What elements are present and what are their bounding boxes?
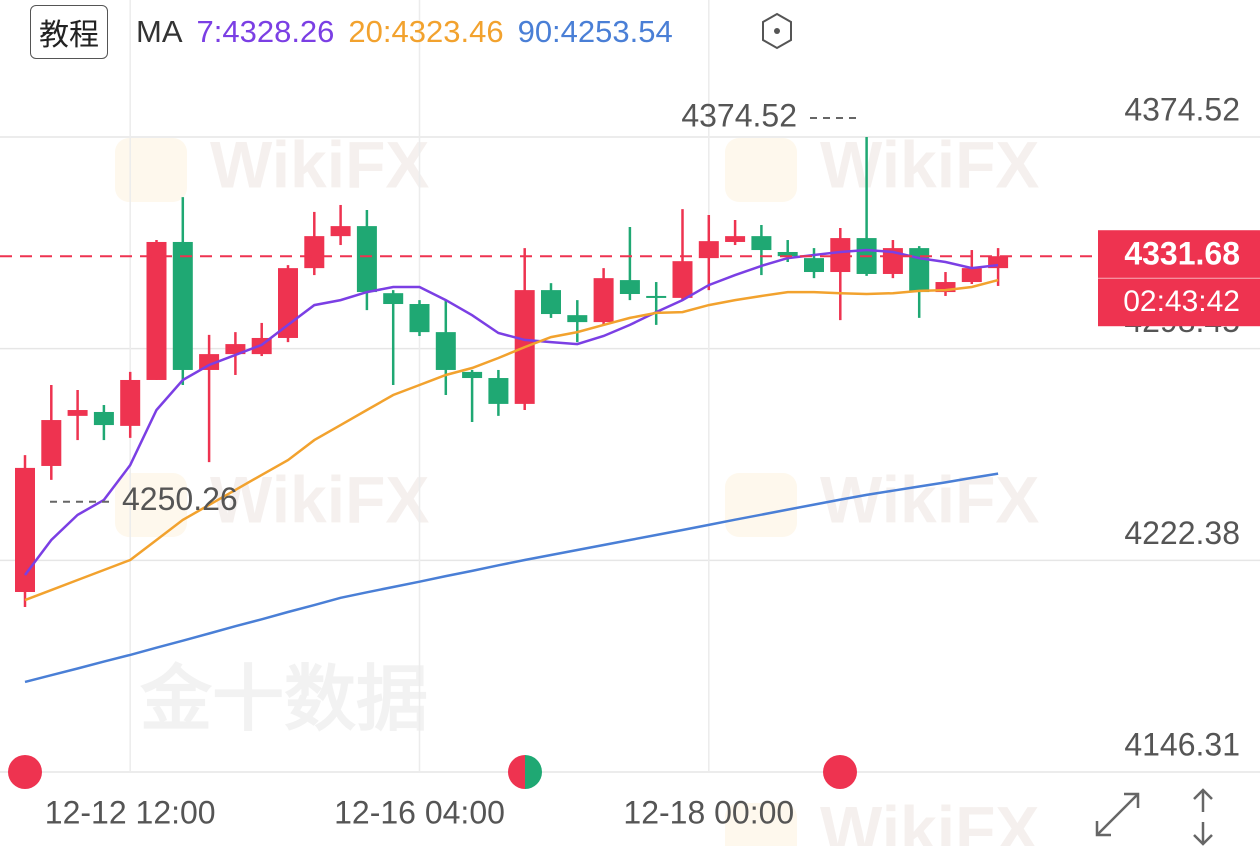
ma-line xyxy=(24,472,999,684)
candle-body xyxy=(777,251,798,257)
watermark-logo xyxy=(115,138,187,202)
watermark-layer: WikiFX WikiFX WikiFX WikiFX WikiFX 金十数据 xyxy=(115,127,1039,846)
candle-body xyxy=(961,268,982,283)
candle-body xyxy=(804,258,824,273)
watermark: 金十数据 xyxy=(139,660,428,740)
candle-body xyxy=(278,268,298,338)
plot: 4374.52 4250.26 4331.68 02:43:42 xyxy=(0,97,1260,684)
watermark-logo xyxy=(115,473,187,537)
candle-body xyxy=(15,467,35,593)
event-dot[interactable] xyxy=(8,755,42,789)
high-marker-label: 4374.52 xyxy=(681,97,797,133)
scale-icon[interactable] xyxy=(1193,788,1213,846)
candle-body xyxy=(909,248,930,293)
header: 教程 MA 7:4328.26 20:4323.46 90:4253.54 xyxy=(30,5,673,59)
x-tick-label: 12-18 00:00 xyxy=(623,794,794,830)
candle-body xyxy=(462,371,483,379)
candle-body xyxy=(593,278,614,323)
candle-body xyxy=(435,332,456,370)
candle-body xyxy=(383,293,404,305)
watermark: WikiFX xyxy=(820,462,1039,536)
tutorial-button[interactable]: 教程 xyxy=(30,5,108,59)
ma-line xyxy=(24,278,999,602)
y-tick-label: 4222.38 xyxy=(1124,515,1240,551)
candle-body xyxy=(751,236,772,251)
watermark: WikiFX xyxy=(820,127,1039,201)
candle-body xyxy=(698,241,719,259)
event-dots xyxy=(8,755,857,789)
candle-body xyxy=(41,420,62,466)
watermark-logo xyxy=(725,473,797,537)
candle-body xyxy=(541,290,561,315)
x-tick-label: 12-16 04:00 xyxy=(334,794,505,830)
hex-icon[interactable] xyxy=(762,12,792,50)
candle-body xyxy=(619,280,640,295)
event-dot[interactable] xyxy=(823,755,857,789)
candle-body xyxy=(330,226,351,237)
candle-body xyxy=(988,256,1009,269)
watermark: WikiFX xyxy=(210,127,429,201)
candle-body xyxy=(567,315,588,323)
candle-body xyxy=(830,238,851,273)
ma-line xyxy=(24,248,999,576)
candle-body xyxy=(882,248,903,274)
candle-body xyxy=(646,295,667,298)
expand-icon[interactable] xyxy=(1095,792,1140,837)
candle-body xyxy=(93,411,114,426)
candle-body xyxy=(356,226,377,293)
low-marker-label: 4250.26 xyxy=(122,481,238,517)
candle-body xyxy=(725,236,746,242)
y-tick-label: 4146.31 xyxy=(1124,726,1240,762)
candle-body xyxy=(199,354,220,370)
countdown-label: 02:43:42 xyxy=(1123,285,1240,318)
candle-body xyxy=(672,261,693,298)
candle-body xyxy=(120,379,141,426)
candle-body xyxy=(935,282,956,293)
watermark-logo xyxy=(725,803,797,846)
candle-body xyxy=(304,236,325,269)
candle-body xyxy=(172,241,193,370)
candle-body xyxy=(146,241,167,380)
x-tick-label: 12-12 12:00 xyxy=(45,794,216,830)
candle-body xyxy=(225,344,246,355)
watermark-logo xyxy=(725,138,797,202)
candle-body xyxy=(409,304,430,333)
candle-body xyxy=(67,410,88,416)
legend-entry: 7:4328.26 xyxy=(196,14,335,49)
event-dot-half[interactable] xyxy=(508,755,525,789)
watermark: WikiFX xyxy=(820,792,1039,846)
y-tick-label: 4374.52 xyxy=(1124,91,1240,127)
legend-entry: 20:4323.46 xyxy=(348,14,504,49)
last-price-label: 4331.68 xyxy=(1124,236,1240,272)
ma-label: MA xyxy=(136,14,183,49)
event-dot-half[interactable] xyxy=(525,755,542,789)
watermark: WikiFX xyxy=(210,462,429,536)
candle-body xyxy=(488,378,509,404)
legend-entry: 90:4253.54 xyxy=(517,14,673,49)
